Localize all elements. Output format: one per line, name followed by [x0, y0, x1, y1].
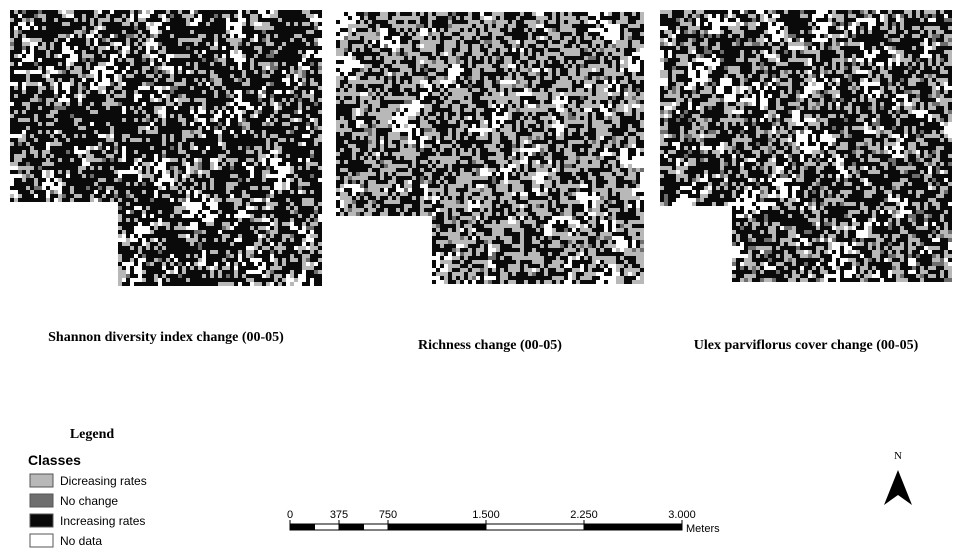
legend-label: No change — [60, 494, 118, 508]
scale-unit: Meters — [686, 523, 720, 535]
scale-bar: 0 375 750 1.500 2.250 3.000 Meters — [287, 509, 720, 535]
scale-segment — [315, 524, 340, 530]
legend-subtitle: Classes — [28, 452, 81, 468]
map-title: Richness change (00-05) — [418, 338, 562, 353]
scale-tick-label: 1.500 — [472, 509, 500, 521]
north-label: N — [894, 450, 902, 462]
scale-segment — [339, 524, 364, 530]
legend: Dicreasing rates No change Increasing rate… — [30, 474, 147, 548]
map-figure: Shannon diversity index change (00-05) R… — [0, 0, 962, 549]
maps — [10, 10, 952, 286]
legend-label: Increasing rates — [60, 514, 145, 528]
scale-segment — [584, 524, 682, 530]
map-title: Ulex parviflorus cover change (00-05) — [694, 338, 919, 353]
scale-tick-label: 3.000 — [668, 509, 696, 521]
scale-segment — [388, 524, 486, 530]
legend-swatch — [30, 474, 53, 487]
scale-segment — [290, 524, 315, 530]
scale-tick-label: 750 — [379, 509, 397, 521]
map-title: Shannon diversity index change (00-05) — [48, 330, 284, 345]
legend-label: No data — [60, 534, 102, 548]
legend-title: Legend — [70, 427, 115, 442]
scale-segment — [486, 524, 584, 530]
legend-swatch — [30, 534, 53, 547]
legend-label: Dicreasing rates — [60, 474, 147, 488]
scale-tick-label: 2.250 — [570, 509, 598, 521]
scale-tick-label: 0 — [287, 509, 293, 521]
north-arrow-left — [884, 470, 898, 505]
legend-swatch — [30, 514, 53, 527]
scale-tick-label: 375 — [330, 509, 348, 521]
north-arrow: N — [884, 450, 912, 505]
north-arrow-right — [898, 470, 912, 505]
scale-segment — [364, 524, 389, 530]
legend-swatch — [30, 494, 53, 507]
